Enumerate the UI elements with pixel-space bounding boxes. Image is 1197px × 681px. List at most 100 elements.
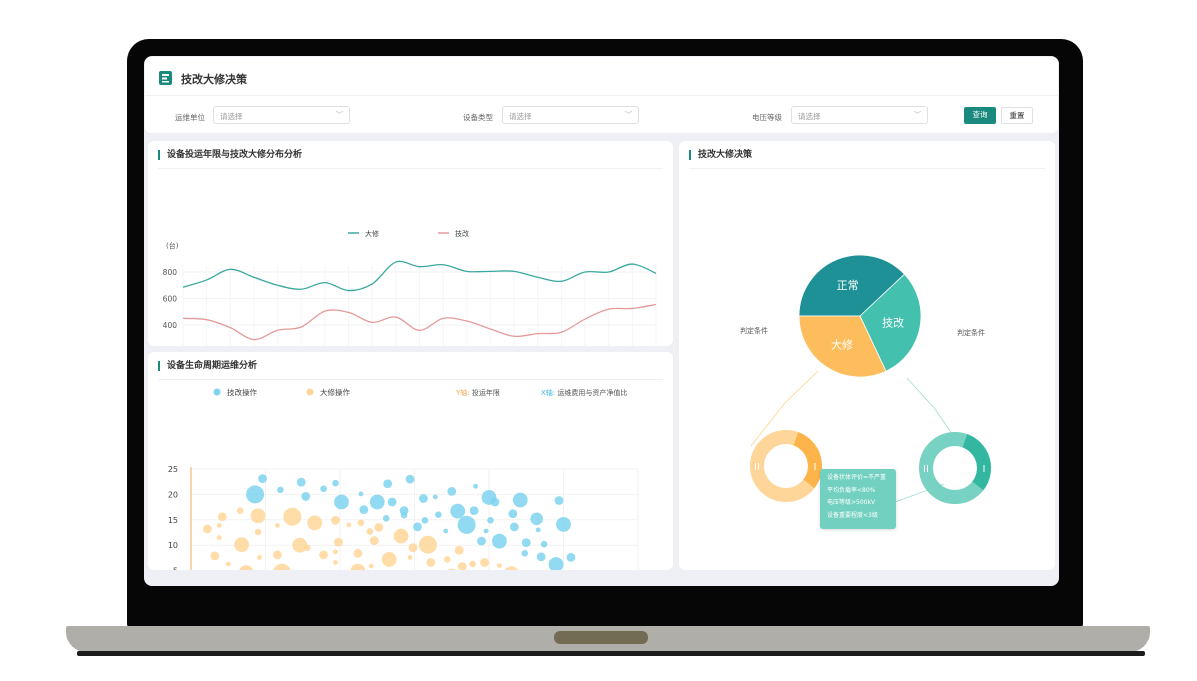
bubble-技改操作 [509,522,519,532]
bubble-技改操作 [492,533,507,549]
bubble-大修操作 [234,537,250,553]
bubble-技改操作 [521,550,529,557]
bubble-技改操作 [413,522,422,532]
bubble-大修操作 [366,528,374,535]
bubble-技改操作 [369,494,385,510]
bubble-技改操作 [483,528,489,534]
app-logo-icon [159,71,172,85]
bubble-大修操作 [303,544,311,552]
bubble-技改操作 [296,477,306,487]
legend-label: 大修操作 [320,387,350,397]
donut-segment-I [962,434,991,491]
bubble-大修操作 [216,535,222,540]
pie-slice-正常 [798,254,906,317]
panel-title: 设备生命周期运维分析 [158,361,257,371]
bubble-技改操作 [473,483,478,489]
bubble-大修操作 [236,507,244,514]
bubble-技改操作 [435,511,442,519]
bubble-技改操作 [405,474,415,484]
bubble-大修操作 [504,566,518,570]
y-axis-unit: (台) [166,241,179,250]
bubble-技改操作 [457,515,476,534]
legend-label: 技改 [455,229,469,238]
divider [689,168,1045,169]
bubble-技改操作 [359,505,369,515]
bubble-技改操作 [469,506,479,516]
y-tick-label: 5 [173,567,178,570]
query-button[interactable]: 查询 [964,107,996,124]
legend-marker [306,388,314,396]
bubble-大修操作 [457,562,467,570]
bubble-技改操作 [258,474,267,484]
decision-panel: 技改大修决策 正常 技改 大修 II I II I 判定条件 判定条件 设备状体评价=不严重… [679,141,1055,570]
donut-label: II [754,462,760,473]
legend-label: 大修 [365,229,379,238]
bubble-技改操作 [419,494,428,503]
bubble-大修操作 [331,515,340,525]
divider [158,168,663,169]
bubble-大修操作 [418,535,437,554]
bubble-大修操作 [216,522,222,528]
bubble-大修操作 [368,563,374,569]
condition-label-right: 判定条件 [957,329,985,337]
bubble-大修操作 [239,565,254,570]
unit-select[interactable]: 请选择 ﹀ [213,106,350,124]
bubble-大修操作 [447,568,456,570]
bubble-技改操作 [320,485,327,493]
bubble-技改操作 [554,496,564,505]
bubble-大修操作 [408,543,418,553]
bubble-技改操作 [535,527,541,533]
legend-label: 技改操作 [227,387,257,397]
bubble-技改操作 [490,497,500,507]
donut-label: I [983,464,986,475]
condition-item: 平均负载率<80% [827,486,876,494]
divider [145,95,1058,96]
chevron-down-icon: ﹀ [914,111,921,119]
reset-button[interactable]: 重置 [1001,107,1033,124]
bubble-技改操作 [556,516,571,532]
bubble-技改操作 [530,512,543,526]
unit-select-placeholder: 请选择 [220,112,243,121]
bubble-技改操作 [383,479,393,489]
laptop-foot [77,651,1145,656]
divider [158,379,663,380]
bubble-大修操作 [393,528,409,544]
line-chart: 0200400600800(台)199419961998200020022004… [163,229,657,346]
bubble-大修操作 [350,563,366,570]
bubble-技改操作 [566,552,576,562]
bubble-技改操作 [301,492,311,501]
axis-note: X轴: 运维费用与资产净值比 [541,388,627,397]
voltage-select-placeholder: 请选择 [798,112,821,121]
bubble-技改操作 [536,552,546,562]
bubble-技改操作 [358,491,364,497]
series-line-大修 [182,260,657,292]
bubble-大修操作 [210,551,220,561]
bubble-大修操作 [275,522,280,528]
chevron-down-icon: ﹀ [336,111,343,119]
line-chart-panel: 设备投运年限与技改大修分布分析 0200400600800(台)19941996… [148,141,673,346]
bubble-技改操作 [540,540,548,548]
bubble-大修操作 [369,536,379,546]
pie-label: 技改 [882,315,904,329]
bubble-大修操作 [443,556,451,563]
type-select[interactable]: 请选择 ﹀ [502,106,639,124]
bubble-大修操作 [273,563,291,570]
bubble-大修操作 [273,550,282,560]
laptop-notch [554,631,648,644]
condition-item: 设备状体评价=不严重 [827,474,887,481]
voltage-select[interactable]: 请选择 ﹀ [791,106,928,124]
screen: 技改大修决策 运维单位 请选择 ﹀ 设备类型 请选择 ﹀ 电压等级 请选择 ﹀ 查询 … [144,56,1059,586]
bubble-大修操作 [334,537,343,547]
bubble-技改操作 [450,503,466,519]
chevron-down-icon: ﹀ [625,111,632,119]
bubble-大修操作 [374,523,384,532]
bubble-技改操作 [548,557,564,570]
pie-label: 正常 [837,279,859,292]
bubble-技改操作 [387,497,397,507]
bubble-chart: 05101520250.51.01.52.02.53.0技改操作大修操作Y轴: … [168,387,639,570]
bubble-大修操作 [407,554,413,560]
bubble-技改操作 [332,479,339,487]
y-tick-label: 25 [168,465,178,474]
bubble-大修操作 [346,522,352,528]
